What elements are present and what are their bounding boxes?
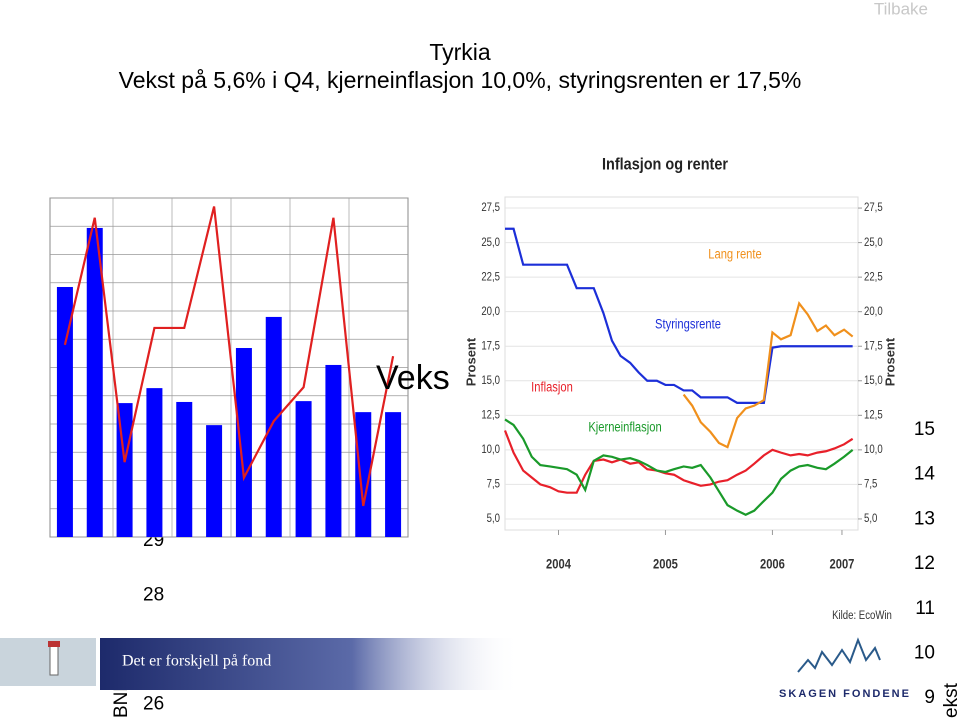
footer: Det er forskjell på fond SKAGEN FONDENE (0, 637, 911, 700)
back-link[interactable]: Tilbake (874, 0, 928, 18)
y2-tick-label: 7,5 (864, 478, 877, 491)
y2-axis-title: Prosent (882, 337, 897, 386)
x-tick-label: 2005 (653, 557, 678, 572)
overlay-word: Veks (376, 359, 450, 397)
left-chart (49, 197, 409, 538)
x-tick-label: 2007 (830, 557, 855, 572)
series-line (682, 300, 854, 449)
fragments: 3130292827261514131211109BNPekst (111, 419, 960, 718)
y2-tick-label: 15,0 (864, 374, 883, 387)
series-label: Inflasjon (531, 380, 573, 395)
stray-label: 28 (143, 585, 164, 606)
right-chart: Inflasjon og renter Prosent Prosent 5,0 7,5 1… (462, 140, 902, 630)
stray-label: 26 (143, 694, 164, 715)
footer-band (100, 638, 520, 690)
bar (355, 412, 372, 537)
y2-tick-label: 27,5 (864, 201, 883, 214)
x-tick-label: 2004 (546, 557, 571, 572)
stray-label: 9 (924, 687, 935, 708)
y-tick-label: 10,0 (481, 443, 500, 456)
lighthouse (49, 644, 59, 676)
y-tick-label: 12,5 (481, 409, 500, 422)
bar (235, 348, 252, 537)
bar (176, 401, 193, 537)
lighthouse-top (48, 641, 60, 647)
y-tick-label: 27,5 (481, 201, 500, 214)
x-tick-label: 2006 (760, 557, 785, 572)
bar (265, 316, 282, 537)
y-tick-label: 7,5 (487, 478, 500, 491)
stray-label: 14 (914, 464, 936, 485)
y2-tick-label: 10,0 (864, 443, 883, 456)
y-tick-label: 25,0 (481, 236, 500, 249)
bar (86, 227, 103, 537)
bar (206, 425, 223, 537)
series-line (503, 430, 854, 494)
stray-label: 15 (914, 419, 935, 440)
y2-tick-label: 22,5 (864, 270, 883, 283)
series-label: Kjerneinflasjon (588, 420, 661, 435)
stray-axis-title: ekst (941, 682, 960, 718)
series-line (504, 418, 854, 517)
stray-label: 10 (914, 643, 935, 664)
y-tick-label: 17,5 (481, 339, 500, 352)
bar (146, 388, 163, 537)
bar (385, 412, 402, 537)
series-line (63, 206, 395, 507)
series-label: Lang rente (708, 247, 761, 262)
y2-tick-label: 20,0 (864, 305, 883, 318)
stray-label: 11 (915, 598, 935, 619)
stray-label: 13 (914, 508, 935, 529)
series-line (505, 227, 853, 404)
y2-tick-label: 12,5 (864, 409, 883, 422)
logo-text: SKAGEN FONDENE (779, 688, 911, 700)
logo-graph (797, 637, 881, 673)
y-tick-label: 5,0 (487, 512, 500, 525)
y-tick-label: 15,0 (481, 374, 500, 387)
y-tick-label: 22,5 (481, 270, 500, 283)
y2-tick-label: 5,0 (864, 512, 877, 525)
y2-tick-label: 25,0 (864, 236, 883, 249)
chart-title: Inflasjon og renter (602, 155, 728, 173)
slide-title: Tyrkia (429, 39, 491, 65)
bar (325, 364, 342, 537)
y-tick-label: 20,0 (481, 305, 500, 318)
plot-frame (504, 196, 859, 531)
slide-subtitle: Vekst på 5,6% i Q4, kjerneinflasjon 10,0… (119, 67, 802, 93)
slogan: Det er forskjell på fond (122, 653, 271, 670)
bar (56, 286, 73, 537)
series-label: Styringsrente (655, 317, 721, 332)
y-axis-title: Prosent (463, 337, 478, 386)
y2-tick-label: 17,5 (864, 339, 883, 352)
bar (295, 401, 312, 537)
source-note: Kilde: EcoWin (832, 609, 892, 622)
stray-label: 12 (914, 553, 935, 574)
